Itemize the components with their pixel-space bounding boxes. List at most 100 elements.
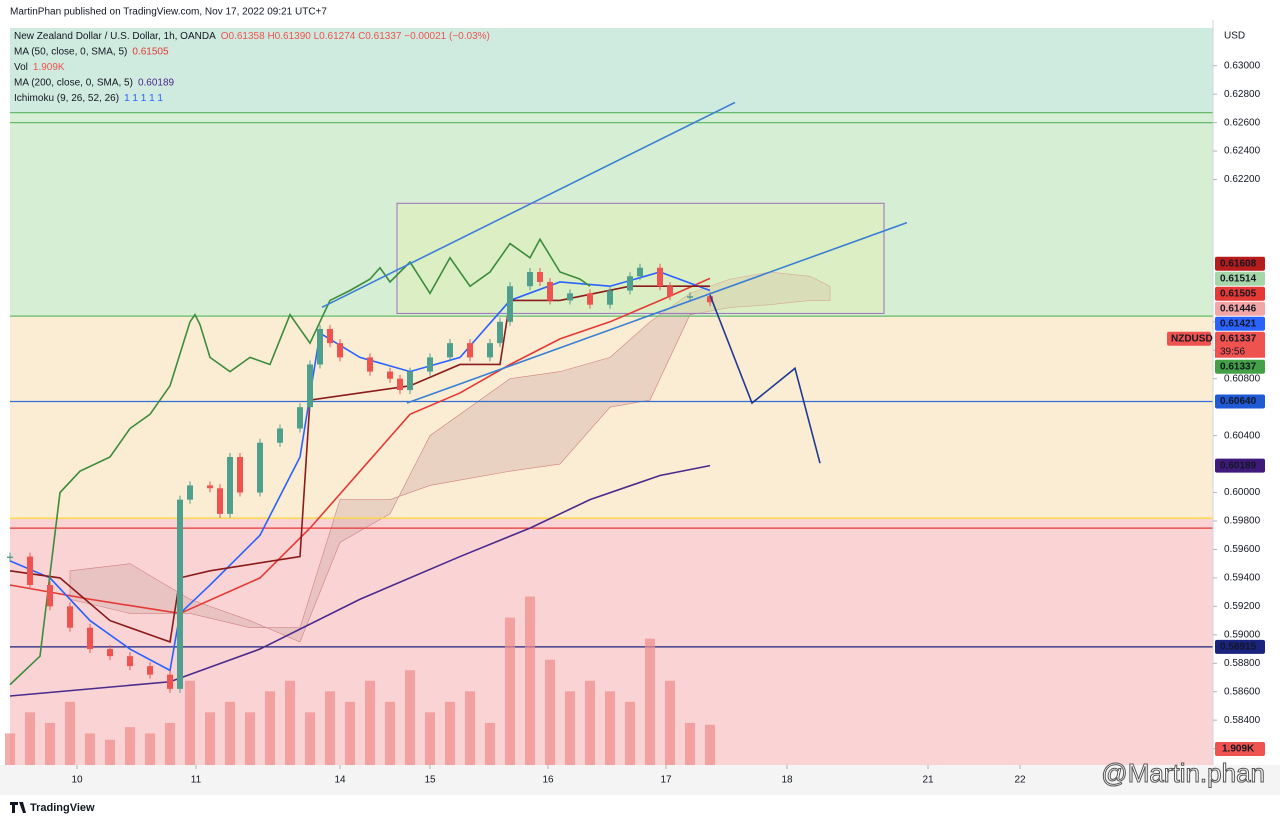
price-tag [1215,316,1265,331]
volume-bar [505,617,515,765]
legend-value: 1 1 1 1 1 [124,93,163,104]
volume-bar [165,722,175,765]
volume-bar [285,680,295,765]
volume-bar [565,691,575,765]
price-tag-label: 0.61505 [1220,288,1257,299]
publish-header: MartinPhan published on TradingView.com,… [10,7,327,18]
volume-bar [385,701,395,765]
legend-name: MA (200, close, 0, SMA, 5) [14,77,133,88]
volume-bar [405,670,415,765]
y-tick-label: 0.58800 [1224,658,1261,669]
candle [537,272,543,282]
candle [297,407,303,429]
price-tag [1215,458,1265,473]
volume-bar [225,701,235,765]
indicator-line [9,237,591,686]
candle [27,556,33,586]
candle [397,378,403,391]
volume-bar [25,712,35,765]
candle [547,281,553,301]
legend-value: 0.61505 [132,46,169,57]
y-tick-label: 0.59000 [1224,629,1261,640]
volume-bar [545,659,555,765]
y-tick-label: 0.59800 [1224,516,1261,527]
volume-bar [85,733,95,765]
volume-bar [705,724,715,765]
volume-bar [645,638,655,765]
y-tick-label: 0.62600 [1224,117,1261,128]
y-tick-label: 0.59200 [1224,601,1261,612]
candle [187,485,193,500]
candle [667,286,673,297]
volume-bar [325,691,335,765]
time-axis-bg [0,765,1280,795]
candle [277,428,283,443]
candle [227,456,233,514]
y-tick-label: 0.60000 [1224,487,1261,498]
legend-name: New Zealand Dollar / U.S. Dollar, 1h, OA… [14,31,216,42]
price-tag [1215,301,1265,316]
y-tick-label: 0.59400 [1224,573,1261,584]
y-tick-label: 0.58600 [1224,686,1261,697]
volume-bar [665,680,675,765]
candle [507,286,513,322]
candle [707,296,713,303]
candle [427,357,433,372]
price-tag [1215,394,1265,409]
price-tag-label: 0.60189 [1220,460,1257,471]
candle [317,328,323,365]
candle [67,606,73,628]
y-tick-label: 0.59600 [1224,544,1261,555]
legend-entry: Vol 1.909K [14,62,65,73]
y-tick-label: 0.60800 [1224,373,1261,384]
price-zone [10,112,1213,317]
legend-entry: MA (50, close, 0, SMA, 5) 0.61505 [14,46,169,57]
legend-value: 1.909K [33,62,65,73]
candle [447,343,453,358]
candle [207,485,213,489]
volume-bar [105,739,115,765]
legend-name: Ichimoku (9, 26, 52, 26) [14,93,119,104]
candle [87,627,93,650]
candle [257,442,263,493]
x-tick-label: 16 [542,775,554,786]
candle [327,328,333,344]
volume-bar [125,727,135,765]
candle [367,357,373,372]
volume-bar [245,712,255,765]
footer-brand: TradingView [30,802,95,814]
legend-value: 0.60189 [138,77,175,88]
price-tag [1215,286,1265,301]
candle [487,343,493,358]
candle [587,293,593,305]
watermark: @Martin.phan [1101,758,1265,788]
candle [637,267,643,277]
volume-bar [65,701,75,765]
candle [107,649,113,657]
price-tag [1215,271,1265,286]
candle [657,267,663,287]
candle [627,276,633,291]
ichimoku-cloud [69,271,831,643]
volume-bar [345,701,355,765]
axis-unit: USD [1224,31,1245,42]
volume-bar [205,712,215,765]
volume-bar [265,691,275,765]
x-tick-label: 14 [334,775,346,786]
price-zone [10,28,1213,113]
range-box [396,202,885,314]
price-tag-label: 0.61421 [1220,318,1257,329]
volume-tag [1215,742,1265,756]
candle [527,272,533,287]
volume-bar [185,680,195,765]
candle [177,499,183,689]
legend-entry: MA (200, close, 0, SMA, 5) 0.60189 [14,77,175,88]
volume-bar [5,733,15,765]
price-tag-label: 0.60640 [1220,396,1257,407]
y-tick-label: 0.62400 [1224,146,1261,157]
trendline [321,101,736,309]
legend-value: O0.61358 H0.61390 L0.61274 C0.61337 −0.0… [221,31,490,42]
volume-bar [525,596,535,765]
price-tag [1215,256,1265,271]
price-tag [1215,639,1265,654]
